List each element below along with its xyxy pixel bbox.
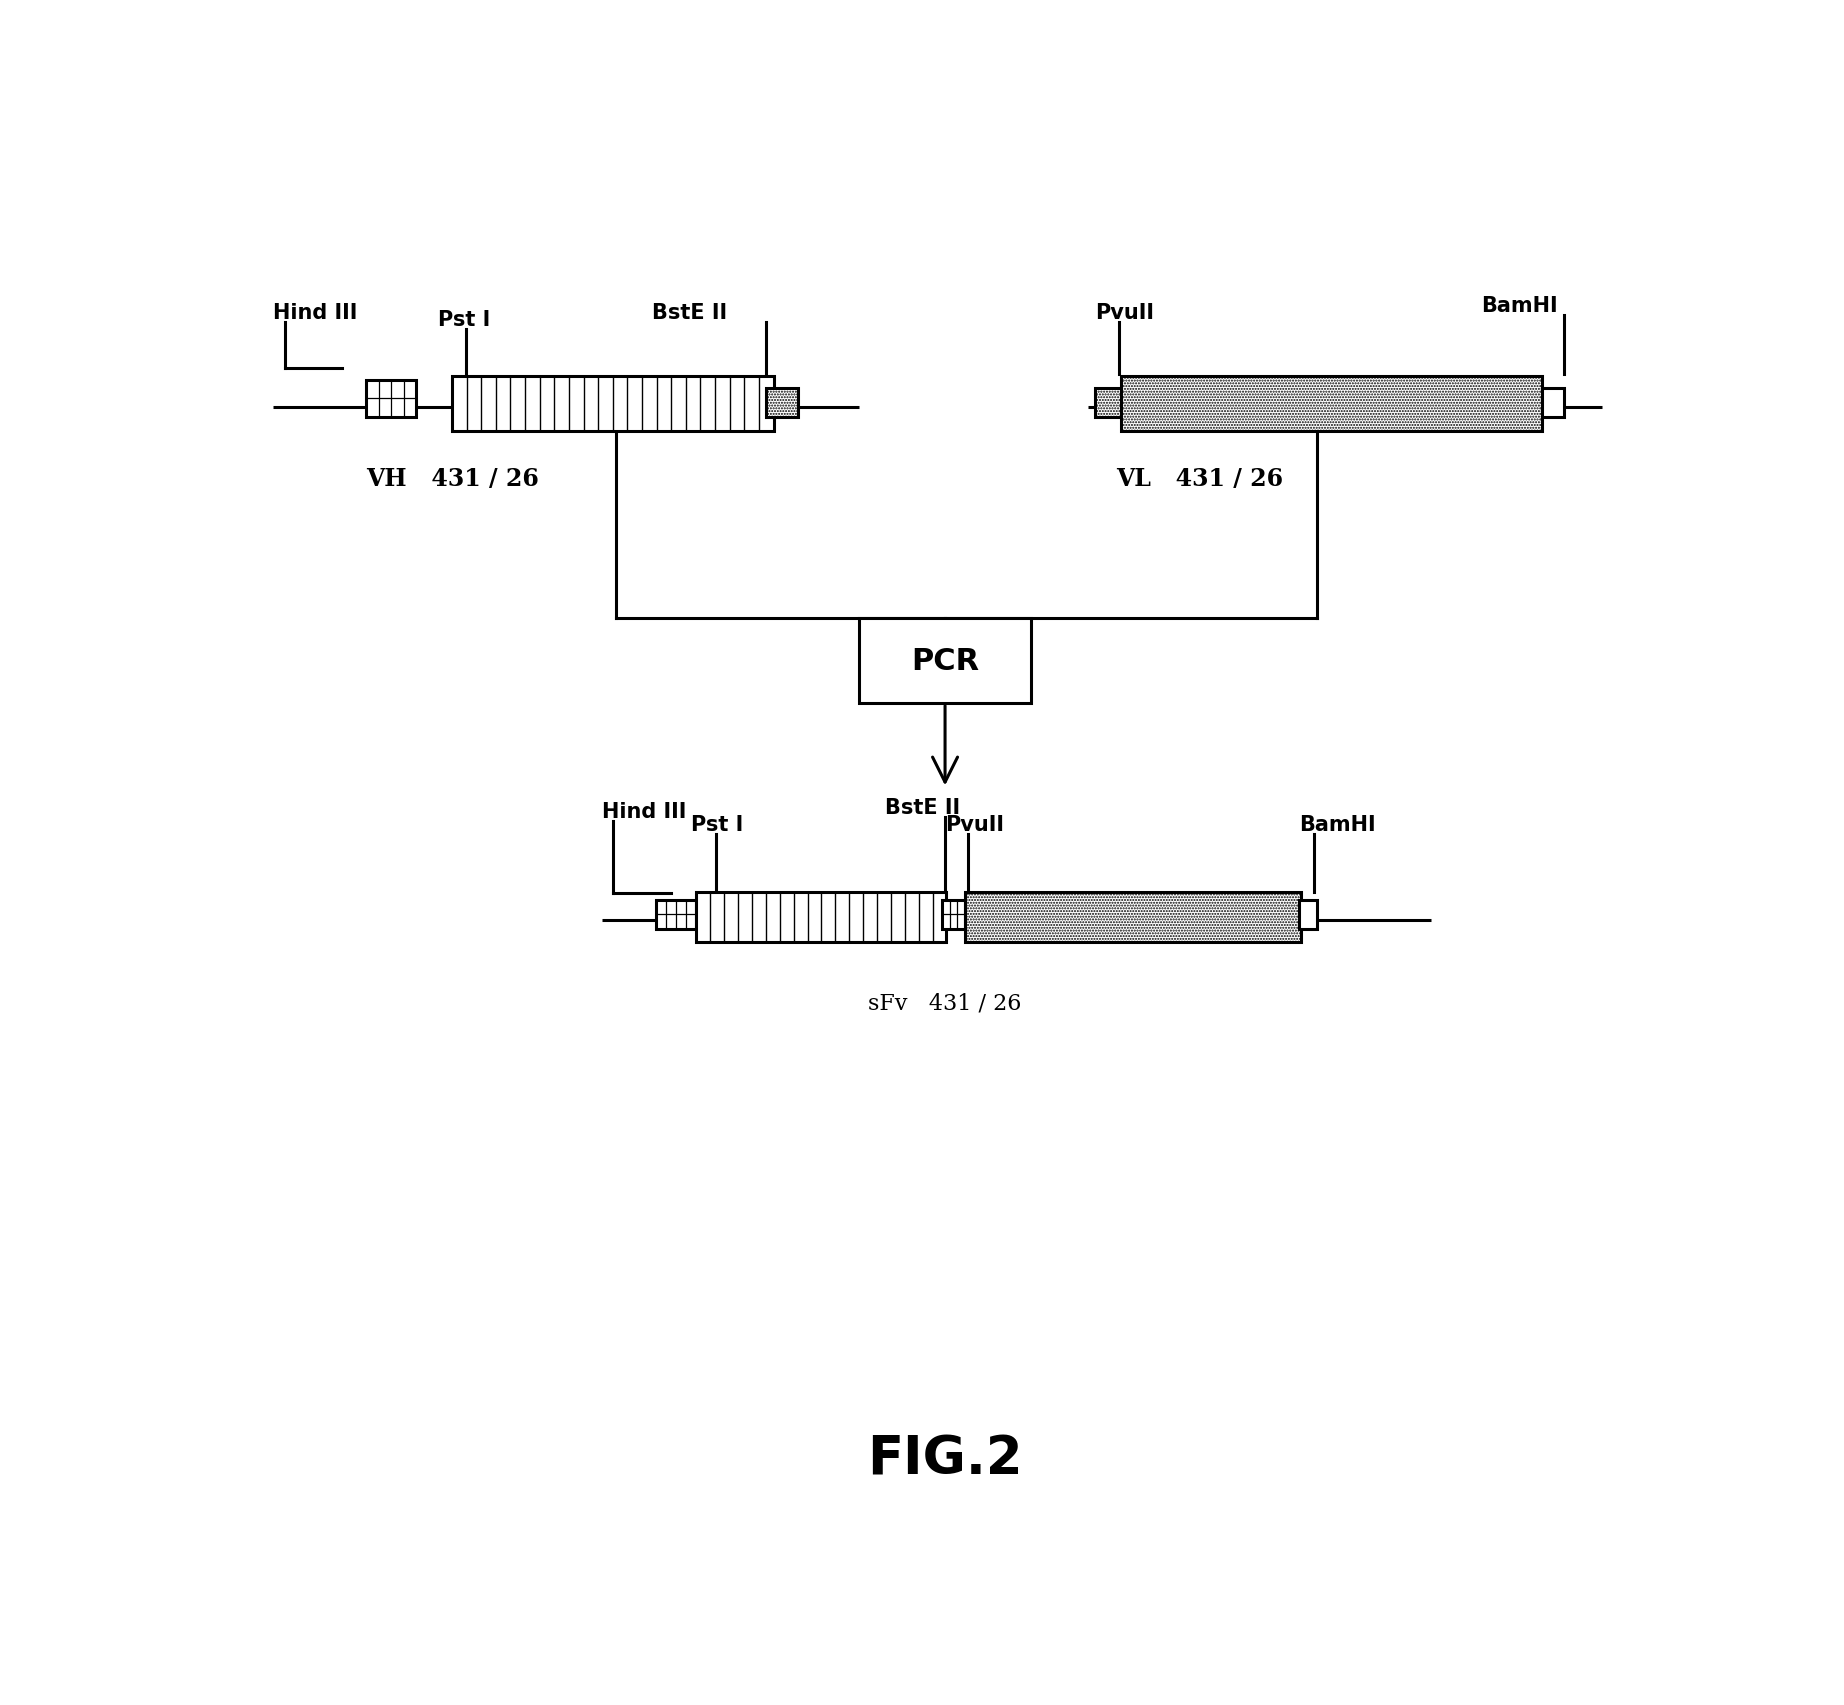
Text: sFv   431 / 26: sFv 431 / 26 [869,992,1022,1014]
Text: VL   431 / 26: VL 431 / 26 [1116,467,1283,491]
Text: PCR: PCR [911,646,979,675]
Bar [859,619,1031,704]
Text: VH   431 / 26: VH 431 / 26 [367,467,538,491]
Text: PvuII: PvuII [1095,303,1154,322]
Bar [942,900,964,929]
Text: FIG.2: FIG.2 [867,1432,1023,1485]
Text: PvuII: PvuII [944,815,1003,835]
Text: Pst I: Pst I [437,309,491,329]
Bar [767,389,798,418]
Bar [1095,389,1121,418]
Bar [697,892,946,943]
Bar [656,900,697,929]
Bar [1542,389,1564,418]
Bar [1300,900,1317,929]
Text: BstE II: BstE II [653,303,727,322]
Text: Pst I: Pst I [692,815,743,835]
Bar [452,377,773,431]
Text: BamHI: BamHI [1300,815,1376,835]
Text: Hind III: Hind III [601,801,686,822]
Bar [367,380,417,418]
Bar [964,892,1300,943]
Text: BamHI: BamHI [1481,297,1558,315]
Bar [1121,377,1542,431]
Text: Hind III: Hind III [273,303,358,322]
Text: BstE II: BstE II [885,798,961,818]
